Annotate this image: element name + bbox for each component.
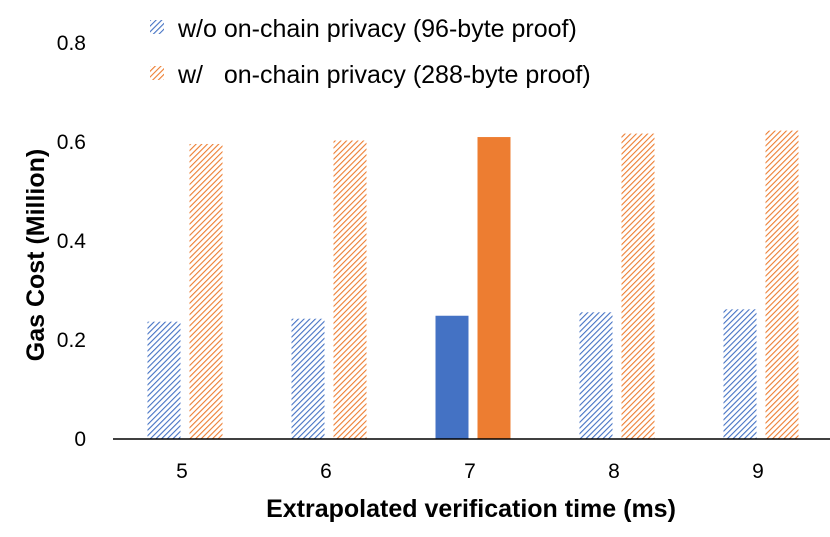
bar-series-2-5 [189, 143, 223, 440]
x-tick-label: 9 [752, 460, 764, 483]
x-tick-label: 7 [464, 460, 476, 483]
legend: w/o on-chain privacy (96-byte proof) w/ … [150, 15, 591, 89]
bar-series-1-7 [435, 315, 469, 439]
x-tick-label: 8 [608, 460, 620, 483]
legend-swatch-series-2 [150, 66, 164, 80]
x-axis-title: Extrapolated verification time (ms) [266, 495, 676, 523]
y-axis-ticks: 0 0.2 0.4 0.6 0.8 [57, 32, 87, 451]
y-tick-label: 0.8 [57, 32, 86, 55]
x-axis-ticks: 5 6 7 8 9 [176, 460, 764, 483]
y-tick-label: 0 [74, 428, 86, 451]
x-tick-label: 5 [176, 460, 188, 483]
x-tick-label: 6 [320, 460, 332, 483]
legend-label-series-2: w/ on-chain privacy (288-byte proof) [177, 61, 591, 89]
bar-series-2-8 [621, 133, 655, 439]
bar-series-1-5 [147, 321, 181, 439]
y-tick-label: 0.4 [57, 230, 87, 253]
bars [147, 130, 799, 440]
bar-series-2-7 [477, 137, 511, 440]
legend-swatch-series-1 [150, 20, 164, 34]
y-tick-label: 0.2 [57, 329, 86, 352]
bar-series-1-8 [579, 312, 613, 439]
legend-label-series-1: w/o on-chain privacy (96-byte proof) [177, 15, 577, 43]
bar-series-1-9 [723, 309, 757, 439]
bar-series-2-6 [333, 140, 367, 439]
y-axis-title: Gas Cost (Million) [22, 149, 50, 362]
y-tick-label: 0.6 [57, 131, 86, 154]
bar-series-2-9 [765, 130, 799, 440]
bar-series-1-6 [291, 318, 325, 439]
